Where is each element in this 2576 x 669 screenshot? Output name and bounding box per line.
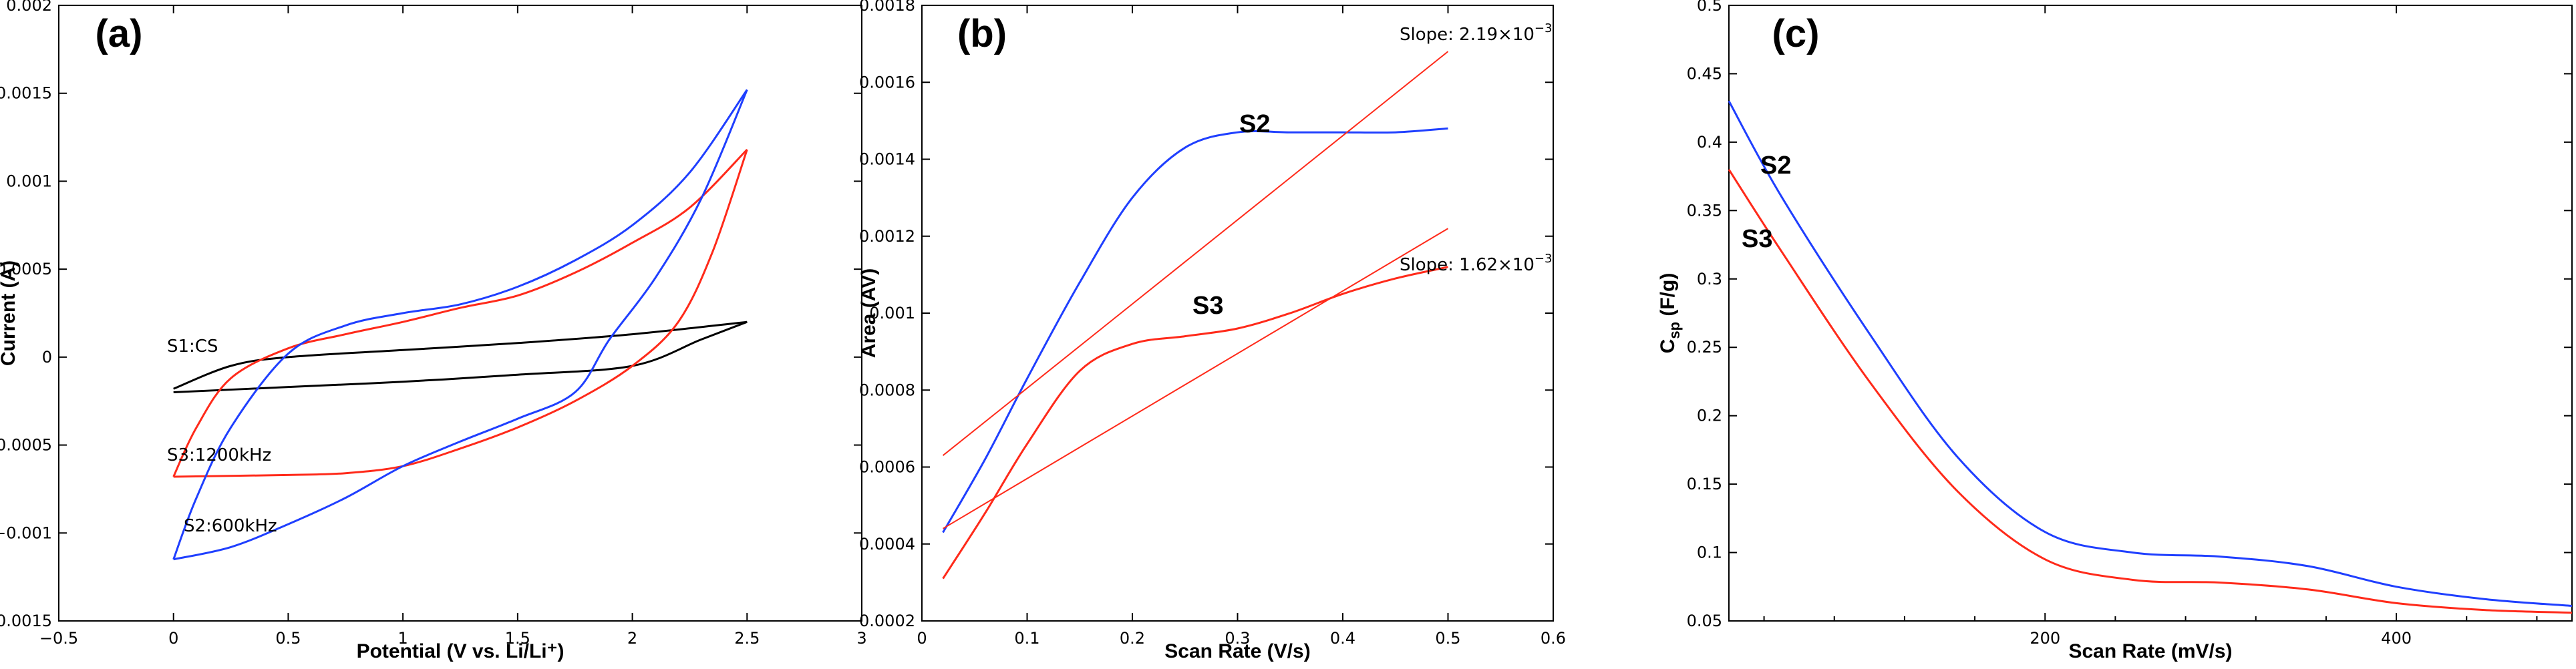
fit-line (942, 51, 1449, 456)
label-s2: S2:600kHz (184, 516, 277, 536)
slope-exponent: −3 (1535, 21, 1553, 35)
y-tick-label: 0.45 (1687, 64, 1722, 83)
slope-label: Slope: 2.19×10−3 (1400, 21, 1552, 45)
x-axis-label: Scan Rate (mV/s) (2068, 640, 2232, 662)
y-tick-label: 0.5 (1697, 0, 1722, 15)
x-tick-label: 400 (2381, 629, 2412, 648)
y-tick-label: 0.0004 (859, 535, 915, 553)
x-tick-label: 1 (398, 629, 408, 648)
x-tick-label: 0.1 (1014, 629, 1039, 648)
y-axis-label: Current (A) (0, 260, 19, 366)
x-tick-label: 2.5 (734, 629, 760, 648)
label-S3: S3 (1192, 292, 1223, 320)
y-tick-label: −0.0015 (0, 612, 52, 630)
x-tick-label: 0.4 (1330, 629, 1355, 648)
slope-text: Slope: 2.19×10 (1400, 25, 1535, 45)
y-tick-label: 0.4 (1697, 133, 1722, 152)
y-tick-label: 0.0006 (859, 458, 915, 477)
panel-label: (b) (957, 12, 1007, 55)
y-tick-label: 0.35 (1687, 201, 1722, 220)
y-tick-label: 0.0018 (859, 0, 915, 15)
x-tick-label: 0.3 (1225, 629, 1250, 648)
series-S2 (1728, 100, 2573, 607)
series-S2 (942, 127, 1448, 533)
panel-label: (a) (96, 12, 143, 55)
series-S2:600kHz-lower (173, 89, 748, 561)
y-tick-label: 0.0015 (0, 84, 52, 103)
y-tick-label: 0.0005 (0, 260, 52, 278)
y-tick-label: 0.0014 (859, 150, 915, 169)
y-tick-label: 0.3 (1697, 270, 1722, 288)
panel-b: 0.0002 0.0004 0.0006 0.0008 0.001 0.0012 0.001… (858, 0, 1566, 662)
y-tick-label: 0 (42, 348, 52, 367)
y-tick-label: 0.2 (1697, 407, 1722, 425)
slope-label: Slope: 1.62×10−3 (1400, 252, 1552, 275)
label-s3: S3:1200kHz (167, 445, 271, 465)
y-tick-label: 0.1 (1697, 543, 1722, 562)
y-tick-label: 0.0008 (859, 381, 915, 399)
plot-frame (58, 5, 862, 622)
y-tick-label: 0.002 (6, 0, 52, 15)
x-tick-label: 3 (856, 629, 866, 648)
x-tick-label: 1.5 (505, 629, 530, 648)
plot-frame (1728, 5, 2573, 622)
series-S3 (1728, 169, 2573, 614)
y-axis-label-rest: (F/g) (1657, 273, 1679, 322)
label-S3: S3 (1742, 225, 1772, 253)
x-tick-label: 0.5 (1435, 629, 1460, 648)
series-S2:600kHz-upper (172, 89, 748, 560)
fit-line (942, 228, 1449, 529)
y-axis-label: Area (AV) (858, 268, 880, 358)
y-axis-label-sub: sp (1666, 322, 1683, 339)
series-S3:1200kHz-lower (173, 149, 748, 478)
y-tick-label: 0.0012 (859, 227, 915, 246)
series-S1:CS-upper (173, 320, 748, 390)
x-tick-label: 0.6 (1541, 629, 1566, 648)
label-S2: S2 (1239, 110, 1270, 138)
y-tick-label: 0.25 (1687, 338, 1722, 357)
y-tick-label: 0.001 (6, 172, 52, 190)
y-axis-label: Csp (F/g) (1657, 273, 1683, 354)
y-tick-label: 0.0016 (859, 73, 915, 91)
x-tick-label: 0 (917, 629, 927, 648)
x-tick-label: 200 (2030, 629, 2060, 648)
y-tick-label: 0.001 (869, 304, 915, 322)
panel-a: −0.0015 −0.001 −0.0005 0 0.0005 0.001 0.0015 0.… (0, 0, 867, 662)
label-s1: S1:CS (167, 337, 218, 357)
panel-c: 0.05 0.1 0.15 0.2 0.25 0.3 0.35 0.4 0.45 0.5 200 40… (1657, 0, 2573, 662)
y-tick-label: 0.05 (1687, 612, 1722, 630)
series-S3:1200kHz-upper (172, 148, 748, 477)
label-S2: S2 (1760, 152, 1791, 180)
plot-frame (921, 5, 1554, 622)
x-tick-label: −0.5 (39, 629, 78, 648)
x-tick-label: 0.2 (1120, 629, 1145, 648)
y-tick-label: 0.15 (1687, 475, 1722, 493)
y-tick-label: 0.0002 (859, 612, 915, 630)
x-axis-label: Potential (V vs. Li/Li⁺) (357, 640, 565, 662)
y-tick-label: −0.001 (0, 523, 52, 542)
x-tick-label: 0.5 (275, 629, 301, 648)
x-tick-label: 0 (168, 629, 178, 648)
series-S1:CS-lower (173, 320, 748, 393)
slope-exponent: −3 (1535, 252, 1553, 266)
slope-text: Slope: 1.62×10 (1400, 255, 1535, 275)
x-axis-label: Scan Rate (V/s) (1164, 640, 1310, 662)
x-tick-label: 2 (627, 629, 637, 648)
y-tick-label: −0.0005 (0, 436, 52, 455)
y-axis-label-main: C (1657, 339, 1679, 354)
series-S3 (942, 266, 1448, 580)
panel-label: (c) (1772, 12, 1820, 55)
